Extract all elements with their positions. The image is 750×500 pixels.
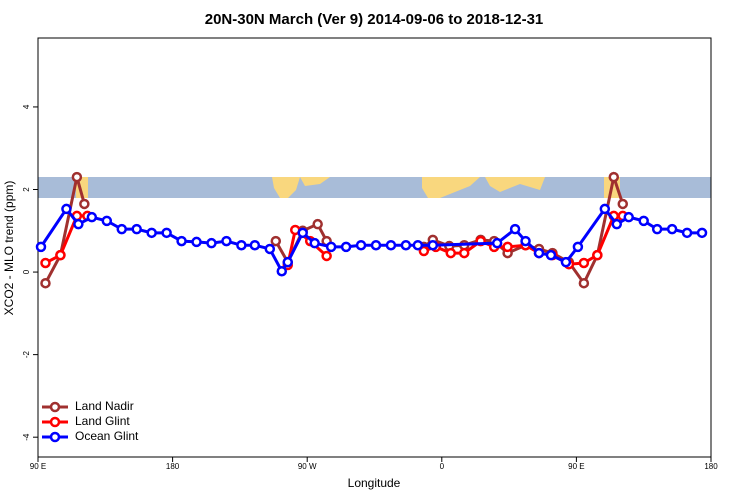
data-point: [86, 211, 98, 223]
data-point: [325, 241, 337, 253]
legend-marker: [49, 401, 61, 413]
legend-label: Ocean Glint: [75, 429, 139, 443]
x-tick-label: 90 W: [298, 462, 317, 471]
data-point: [71, 171, 83, 183]
x-tick-label: 90 E: [568, 462, 584, 471]
data-point: [638, 215, 649, 227]
data-point: [509, 223, 521, 235]
series-line: [44, 214, 623, 266]
data-point: [73, 218, 84, 230]
data-point: [651, 223, 663, 235]
data-point: [355, 239, 367, 251]
data-point: [608, 171, 620, 183]
data-point: [276, 265, 288, 277]
data-point: [146, 227, 157, 239]
data-point: [617, 198, 629, 210]
legend-marker: [49, 431, 61, 443]
data-point: [40, 277, 51, 289]
data-point: [264, 243, 276, 255]
data-point: [191, 236, 202, 248]
x-tick-label: 0: [440, 462, 445, 471]
data-point: [578, 257, 590, 269]
data-point: [309, 237, 320, 249]
data-point: [611, 218, 623, 230]
legend-label: Land Glint: [75, 414, 130, 428]
data-point: [270, 235, 282, 247]
data-point: [236, 239, 247, 251]
y-tick-label: 0: [22, 269, 31, 274]
data-point: [221, 235, 232, 247]
data-point: [340, 241, 352, 253]
data-point: [578, 277, 590, 289]
y-tick-label: -4: [22, 433, 31, 441]
data-point: [161, 227, 172, 239]
data-point: [312, 218, 323, 230]
data-point: [282, 256, 294, 268]
x-axis-label: Longitude: [348, 476, 401, 490]
x-tick-label: 180: [704, 462, 718, 471]
data-point: [321, 250, 332, 262]
data-point: [176, 235, 187, 247]
x-tick-label: 90 E: [30, 462, 46, 471]
chart-title: 20N-30N March (Ver 9) 2014-09-06 to 2018…: [205, 11, 544, 28]
data-point: [502, 241, 513, 253]
legend-label: Land Nadir: [75, 399, 134, 413]
data-point: [206, 237, 217, 249]
data-point: [61, 203, 72, 215]
data-point: [297, 227, 308, 239]
data-point: [681, 227, 693, 239]
data-point: [400, 239, 412, 251]
data-point: [249, 239, 261, 251]
y-axis-label: XCO2 - MLO trend (ppm): [2, 181, 16, 316]
data-point: [623, 211, 634, 223]
data-point: [560, 256, 572, 268]
data-point: [55, 249, 66, 261]
data-point: [79, 198, 90, 210]
data-point: [101, 215, 113, 227]
data-point: [599, 203, 611, 215]
data-point: [666, 223, 678, 235]
data-point: [533, 247, 545, 259]
data-point: [520, 235, 531, 247]
data-point: [131, 223, 142, 235]
data-point: [412, 239, 424, 251]
data-point: [40, 257, 51, 269]
data-point: [445, 247, 457, 259]
data-point: [427, 239, 439, 251]
map-strip: [38, 177, 711, 198]
data-point: [418, 245, 430, 257]
data-point: [458, 247, 470, 259]
data-point: [116, 223, 128, 235]
x-tick-label: 180: [166, 462, 180, 471]
data-point: [545, 249, 557, 261]
data-point: [385, 239, 397, 251]
y-tick-label: 4: [22, 104, 31, 109]
data-point: [696, 227, 708, 239]
data-point: [592, 249, 603, 261]
data-point: [572, 241, 584, 253]
legend-marker: [49, 416, 61, 428]
y-tick-label: -2: [22, 351, 31, 359]
data-point: [491, 237, 503, 249]
data-point: [35, 241, 47, 253]
data-point: [370, 239, 382, 251]
y-tick-label: 2: [22, 187, 31, 192]
